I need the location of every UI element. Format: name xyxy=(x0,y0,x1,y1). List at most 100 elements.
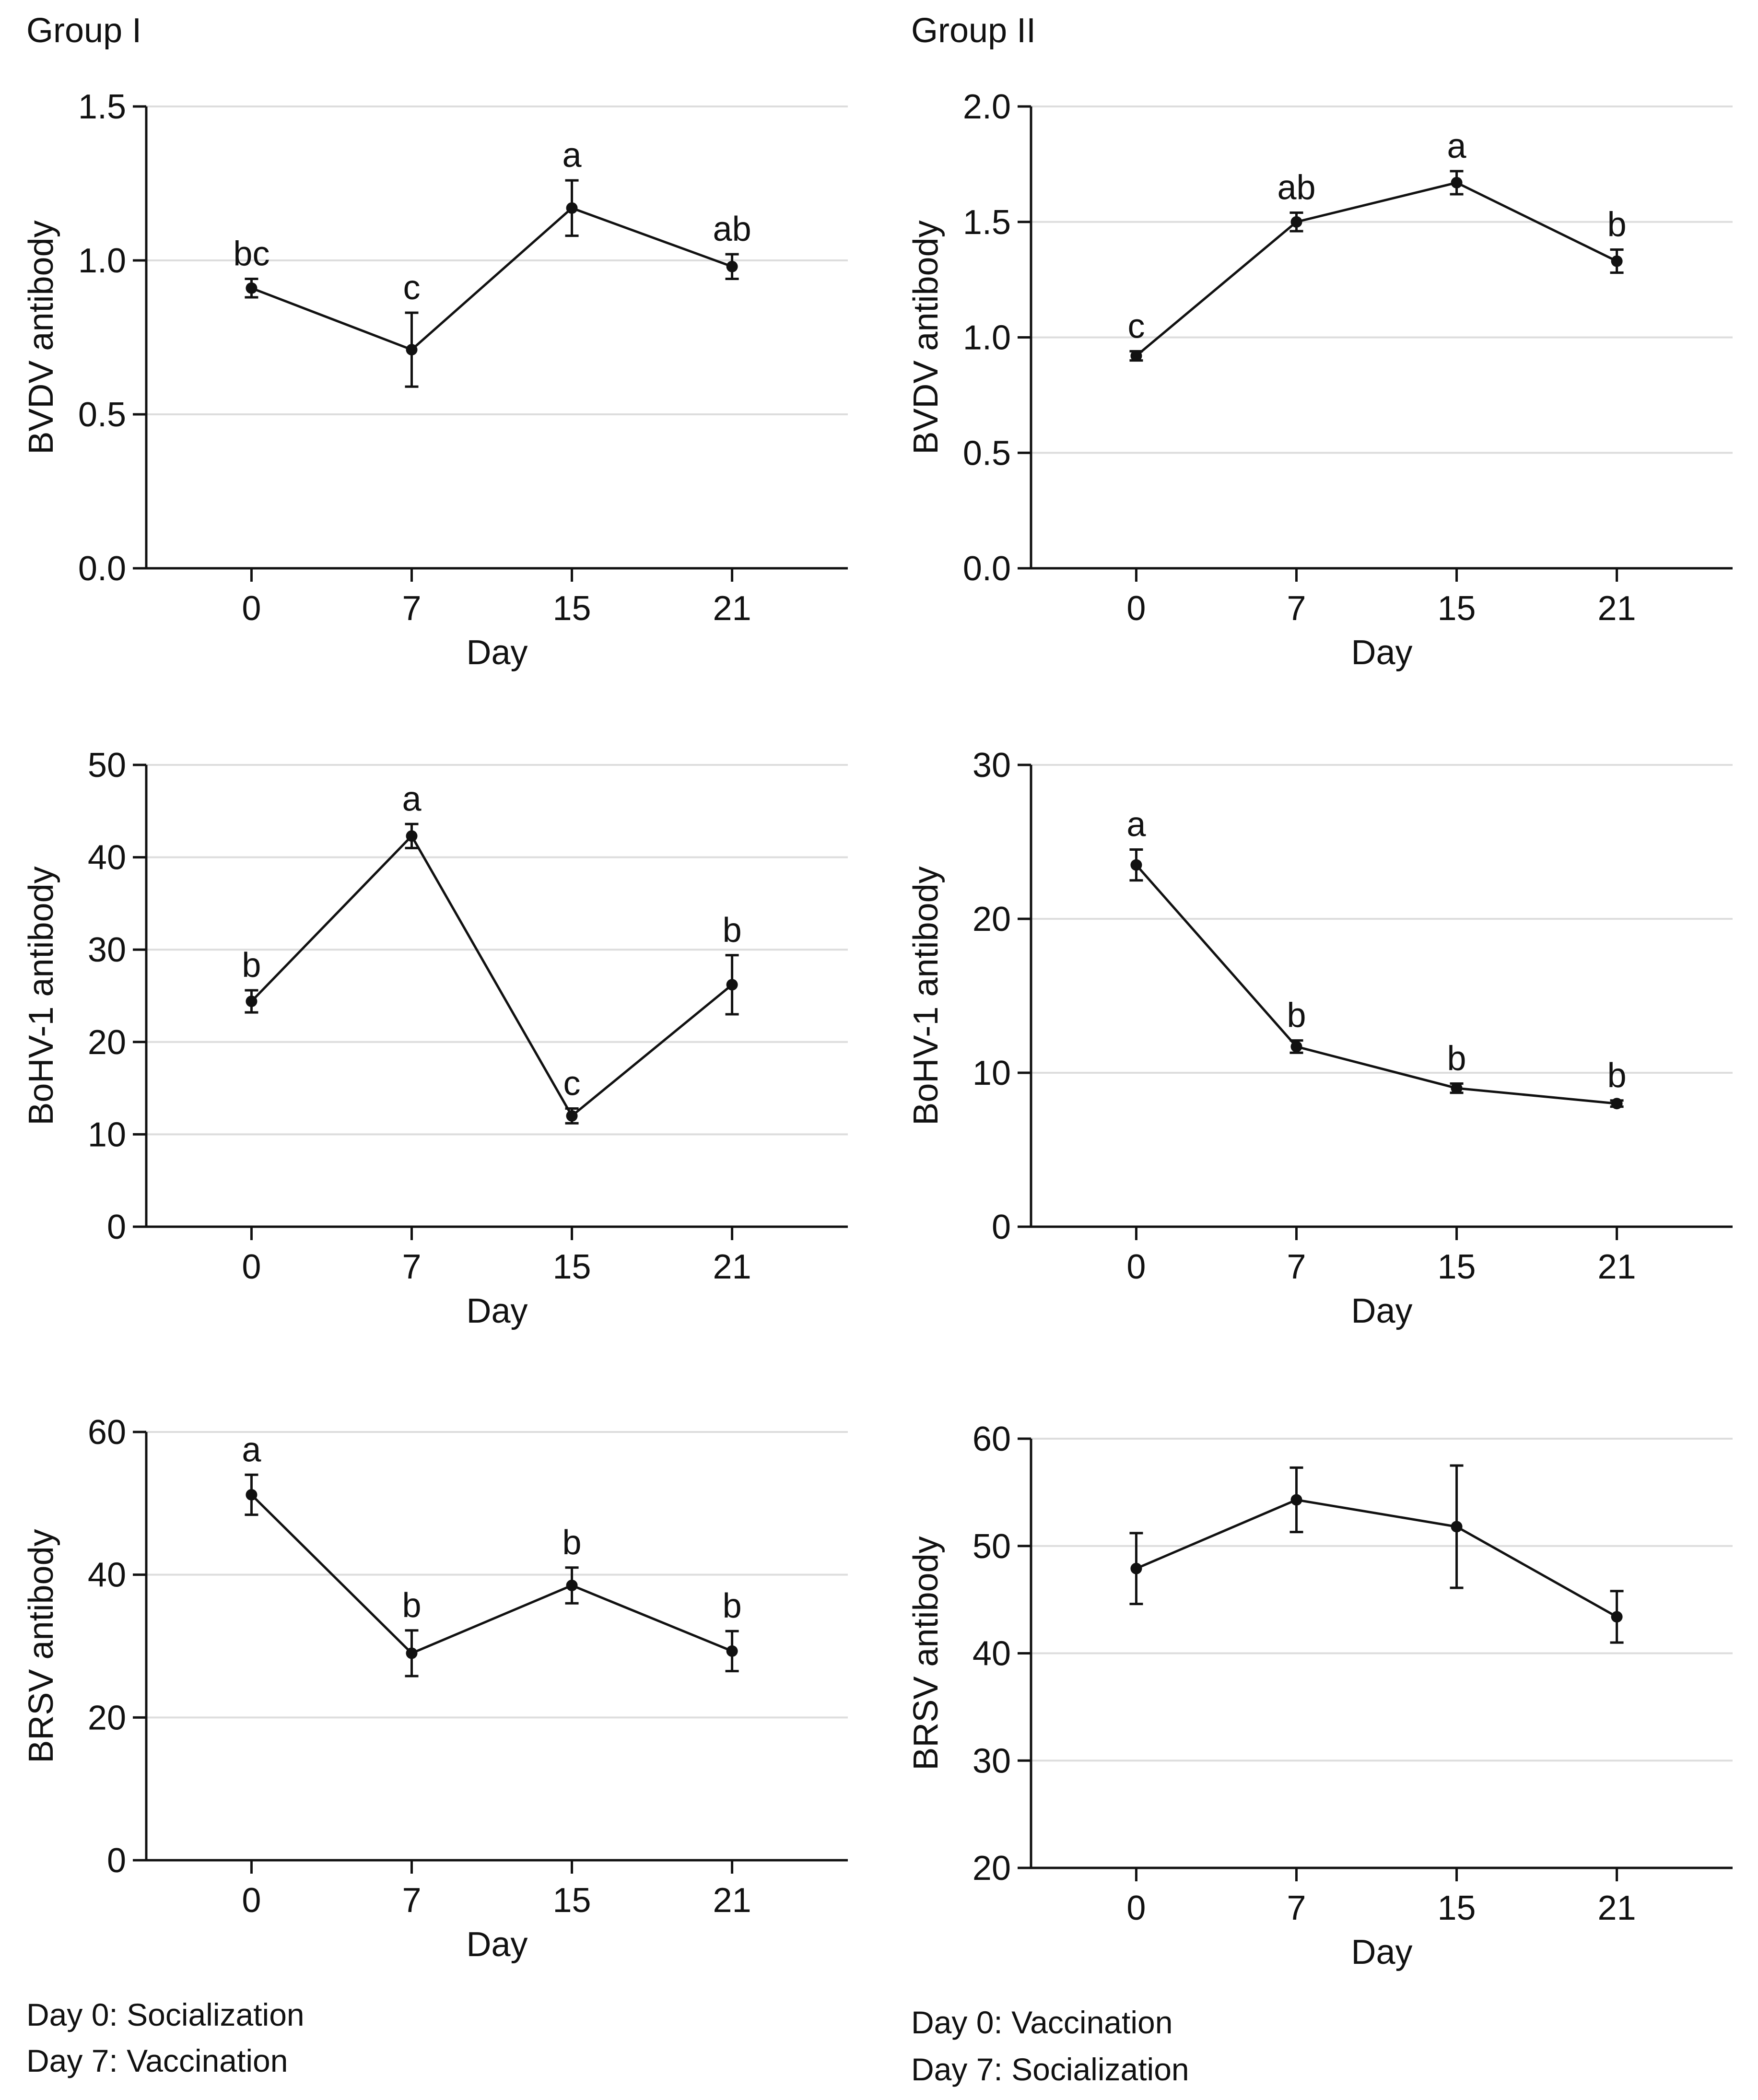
group-2-note-day7: Day 7: Socialization xyxy=(911,2052,1189,2087)
chart-g2-brsv: 20 30 40 50 60 0 7 15 21 Day BRSV antibody xyxy=(907,1420,1733,1971)
y-tick-label: 30 xyxy=(973,746,1011,785)
x-tick-label: 7 xyxy=(402,589,421,628)
chart-g1-bohv: 0 10 20 30 40 50 0 7 15 21 Day BoHV-1 antibody b a c b xyxy=(22,746,848,1330)
data-point xyxy=(246,282,258,294)
chart-g1-bvdv: 0.0 0.5 1.0 1.5 0 7 15 21 Day BVDV antibody bc c a ab xyxy=(22,88,848,672)
x-tick-label: 0 xyxy=(242,1248,261,1286)
significance-letter: a xyxy=(242,1431,261,1469)
data-point xyxy=(726,260,738,272)
x-tick-label: 15 xyxy=(1438,589,1476,628)
x-axis-label: Day xyxy=(466,634,527,672)
data-point xyxy=(1130,1562,1142,1574)
x-tick-label: 0 xyxy=(242,589,261,628)
y-axis-label: BRSV antibody xyxy=(907,1536,945,1770)
x-tick-label: 15 xyxy=(553,1881,591,1920)
x-tick-label: 7 xyxy=(1287,1889,1306,1927)
y-tick-label: 10 xyxy=(973,1054,1011,1092)
y-tick-label: 0 xyxy=(992,1208,1011,1246)
x-tick-label: 21 xyxy=(1598,1889,1636,1927)
x-axis-label: Day xyxy=(466,1925,527,1964)
data-point xyxy=(406,344,418,356)
group-2-note-day0: Day 0: Vaccination xyxy=(911,2005,1173,2040)
data-point xyxy=(566,1110,578,1122)
group-1-note-day0: Day 0: Socialization xyxy=(26,1997,305,2032)
data-point xyxy=(1611,255,1623,267)
data-point xyxy=(726,979,738,991)
x-tick-label: 21 xyxy=(713,589,751,628)
y-axis-label: BoHV-1 antibody xyxy=(907,866,945,1125)
x-tick-label: 0 xyxy=(1126,1889,1146,1927)
x-tick-label: 21 xyxy=(1598,1248,1636,1286)
x-tick-label: 7 xyxy=(1287,589,1306,628)
x-tick-label: 15 xyxy=(553,589,591,628)
x-tick-label: 21 xyxy=(713,1248,751,1286)
y-tick-label: 60 xyxy=(88,1413,126,1452)
x-tick-label: 21 xyxy=(713,1881,751,1920)
x-tick-label: 7 xyxy=(402,1881,421,1920)
series-line xyxy=(1135,181,1617,357)
x-tick-label: 7 xyxy=(1287,1248,1306,1286)
y-tick-label: 1.5 xyxy=(78,88,126,126)
x-axis-label: Day xyxy=(1351,1933,1412,1971)
significance-letter: a xyxy=(563,136,582,175)
significance-letter: c xyxy=(563,1064,581,1103)
data-point xyxy=(1290,1041,1302,1053)
y-axis-label: BVDV antibody xyxy=(22,220,60,454)
y-tick-label: 40 xyxy=(973,1635,1011,1673)
x-tick-label: 0 xyxy=(1126,589,1146,628)
data-point xyxy=(246,1489,258,1501)
y-tick-label: 40 xyxy=(88,1556,126,1595)
significance-letter: a xyxy=(1447,127,1467,165)
y-tick-label: 0.5 xyxy=(963,434,1011,472)
y-tick-label: 40 xyxy=(88,839,126,877)
chart-g2-bohv: 0 10 20 30 0 7 15 21 Day BoHV-1 antibody a b b b xyxy=(907,746,1733,1330)
y-axis-label: BRSV antibody xyxy=(22,1529,60,1763)
x-tick-label: 21 xyxy=(1598,589,1636,628)
significance-letter: b xyxy=(723,911,742,950)
significance-letter: bc xyxy=(233,235,270,273)
data-point xyxy=(1451,1521,1463,1533)
series-line xyxy=(250,834,733,1118)
y-axis-label: BVDV antibody xyxy=(907,220,945,454)
y-tick-label: 0.5 xyxy=(78,396,126,434)
y-tick-label: 20 xyxy=(88,1023,126,1062)
y-tick-label: 50 xyxy=(973,1527,1011,1566)
y-tick-label: 20 xyxy=(88,1699,126,1737)
group-1-note-day7: Day 7: Vaccination xyxy=(26,2043,288,2078)
data-point xyxy=(406,1647,418,1659)
data-point xyxy=(726,1645,738,1657)
significance-letter: b xyxy=(563,1524,582,1562)
x-tick-label: 15 xyxy=(1438,1248,1476,1286)
y-tick-label: 0.0 xyxy=(963,550,1011,588)
y-tick-label: 1.0 xyxy=(963,319,1011,357)
data-point xyxy=(1290,216,1302,228)
significance-letter: b xyxy=(402,1586,421,1625)
x-axis-label: Day xyxy=(1351,1292,1412,1330)
significance-letter: b xyxy=(1607,1056,1627,1095)
x-tick-label: 0 xyxy=(242,1881,261,1920)
data-point xyxy=(246,996,258,1008)
y-tick-label: 1.0 xyxy=(78,242,126,280)
data-point xyxy=(1611,1611,1623,1623)
data-point xyxy=(1290,1494,1302,1506)
x-tick-label: 15 xyxy=(1438,1889,1476,1927)
significance-letter: c xyxy=(1127,307,1145,345)
y-tick-label: 50 xyxy=(88,746,126,785)
significance-letter: c xyxy=(403,269,421,307)
y-tick-label: 1.5 xyxy=(963,203,1011,242)
data-point xyxy=(406,830,418,842)
y-tick-label: 60 xyxy=(973,1420,1011,1458)
significance-letter: b xyxy=(242,946,261,985)
data-point xyxy=(1451,1082,1463,1094)
significance-letter: b xyxy=(1607,206,1627,244)
chart-g1-brsv: 0 20 40 60 0 7 15 21 Day BRSV antibody a b b b xyxy=(22,1413,848,1964)
y-tick-label: 30 xyxy=(88,931,126,969)
data-point xyxy=(566,202,578,214)
x-axis-label: Day xyxy=(466,1292,527,1330)
data-point xyxy=(1130,350,1142,362)
data-point xyxy=(1451,176,1463,188)
y-tick-label: 20 xyxy=(973,900,1011,939)
significance-letter: b xyxy=(1287,997,1306,1035)
y-tick-label: 20 xyxy=(973,1849,1011,1888)
